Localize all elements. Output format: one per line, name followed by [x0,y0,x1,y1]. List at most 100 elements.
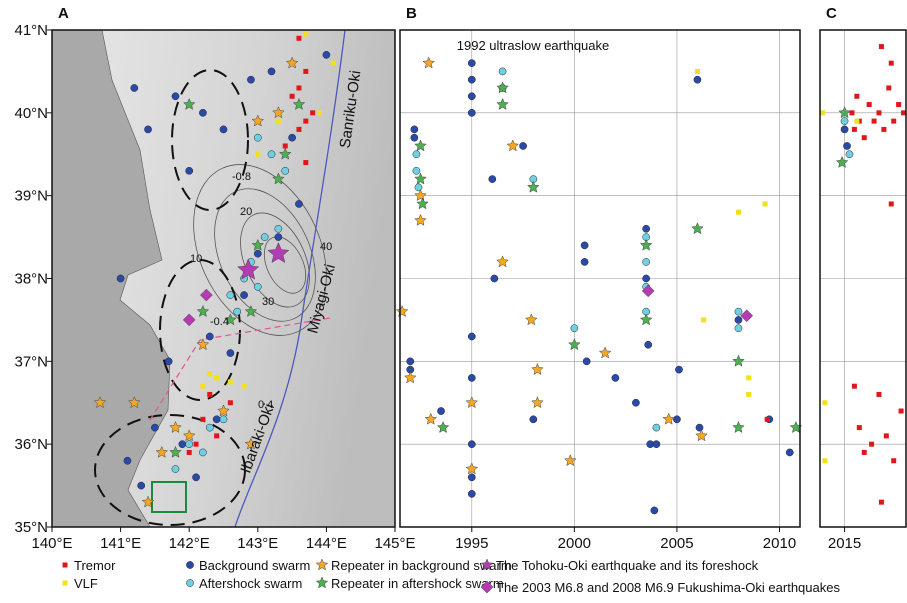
point [854,94,859,99]
point [303,32,308,37]
x-tick-label: 2015 [828,535,861,552]
point [331,61,336,66]
point [854,119,859,124]
y-tick-label: 35°N [14,519,48,536]
point [282,167,289,174]
point [632,399,639,406]
panel-label: A [58,5,69,22]
point [407,358,414,365]
point [303,160,308,165]
legend-label: Repeater in aftershock swarm [331,576,504,591]
point [735,308,742,315]
x-tick-label: 143°E [237,535,278,552]
point [310,110,315,115]
point [186,441,193,448]
point [701,317,706,322]
point [227,291,234,298]
point [736,210,741,215]
point [275,233,282,240]
x-tick-label: 140°E [31,535,72,552]
point [303,69,308,74]
point [411,134,418,141]
x-tick-label: 141°E [100,535,141,552]
legend-label: Tremor [74,558,116,573]
point [879,500,884,505]
x-tick-label: 2005 [660,535,693,552]
point [290,94,295,99]
point [822,400,827,405]
point [886,85,891,90]
point [899,409,904,414]
point [411,126,418,133]
point [763,201,768,206]
legend-marker [316,577,327,588]
point [220,126,227,133]
legend-marker [316,559,327,570]
point [581,258,588,265]
x-tick-label: 145°E [374,535,415,552]
x-tick-label: 142°E [169,535,210,552]
point [255,152,260,157]
point [295,200,302,207]
legend-marker [63,581,68,586]
x-tick-label: 1995 [455,535,488,552]
point [276,119,281,124]
point [583,358,590,365]
point [187,450,192,455]
point [131,84,138,91]
point [852,384,857,389]
point [413,151,420,158]
point [519,142,526,149]
legend-marker [186,561,193,568]
point [746,392,751,397]
point [891,119,896,124]
point [117,275,124,282]
point [254,250,261,257]
legend-marker [63,563,68,568]
point [247,76,254,83]
point [675,366,682,373]
point [876,110,881,115]
y-tick-label: 36°N [14,436,48,453]
point [206,333,213,340]
point [841,118,848,125]
legend-marker [186,579,193,586]
point [735,325,742,332]
legend-label: Aftershock swarm [199,576,302,591]
point [240,291,247,298]
point [694,76,701,83]
point [213,416,220,423]
legend-label: The Tohoku-Oki earthquake and its foresh… [496,558,759,573]
x-tick-label: 144°E [306,535,347,552]
point [254,283,261,290]
point [214,433,219,438]
point [746,375,751,380]
contour-label: 10 [190,253,202,265]
point [491,275,498,282]
x-tick-label: 2010 [763,535,796,552]
point [891,458,896,463]
point [468,490,475,497]
point [896,102,901,107]
point [846,151,853,158]
legend-label: Background swarm [199,558,310,573]
panel-label: B [406,5,417,22]
y-tick-label: 37°N [14,353,48,370]
point [468,109,475,116]
point [786,449,793,456]
point [881,127,886,132]
point [765,417,770,422]
y-tick-label: 40°N [14,105,48,122]
point [653,441,660,448]
point [220,416,227,423]
point [673,416,680,423]
point [879,44,884,49]
point [268,68,275,75]
point [869,442,874,447]
point [207,371,212,376]
point [261,233,268,240]
point [296,127,301,132]
point [645,341,652,348]
point [530,416,537,423]
point [200,384,205,389]
